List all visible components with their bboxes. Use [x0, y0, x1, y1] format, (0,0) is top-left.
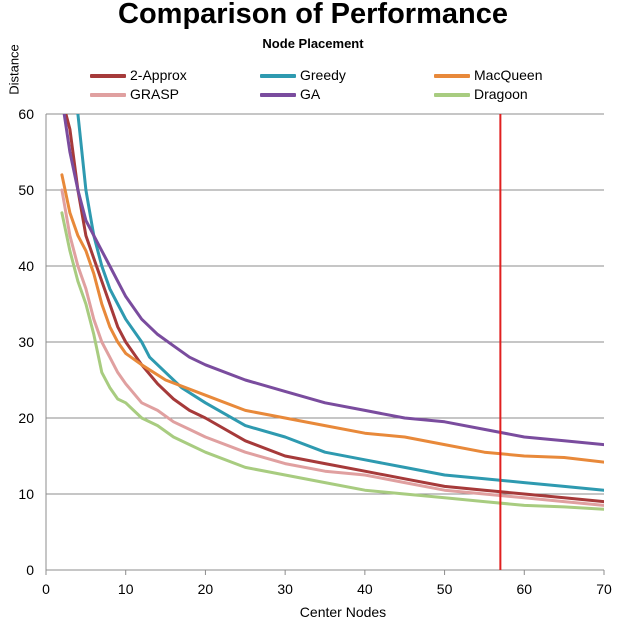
legend: 2-Approx Greedy MacQueen GRASP GA Dragoon	[90, 65, 610, 109]
chart-title: Comparison of Performance	[118, 0, 508, 30]
legend-swatch	[260, 93, 296, 98]
y-tick-label: 50	[18, 182, 34, 198]
series-line-2-approx	[64, 114, 604, 504]
legend-swatch	[260, 74, 296, 79]
series-line-greedy	[75, 114, 604, 492]
legend-swatch	[434, 93, 470, 98]
legend-label: Greedy	[300, 67, 346, 83]
legend-item: 2-Approx	[90, 65, 187, 85]
legend-label: GA	[300, 86, 321, 102]
y-tick-label: 40	[18, 258, 34, 274]
legend-label: GRASP	[130, 86, 180, 102]
series-line-ga	[62, 114, 604, 447]
y-tick-label: 60	[18, 106, 34, 122]
legend-swatch	[434, 74, 470, 79]
series-line-grasp	[60, 188, 604, 507]
legend-item: Dragoon	[434, 84, 528, 104]
legend-item: Greedy	[260, 65, 346, 85]
y-tick-label: 10	[18, 486, 34, 502]
series-line-macqueen	[60, 173, 604, 464]
y-axis-label: Distance	[6, 44, 22, 95]
x-tick-label: 40	[357, 581, 373, 597]
y-tick-label: 20	[18, 410, 34, 426]
x-axis-label: Center Nodes	[299, 604, 387, 620]
legend-swatch	[90, 93, 126, 98]
series-line-dragoon	[60, 211, 604, 511]
x-tick-label: 20	[198, 581, 214, 597]
y-tick-label: 30	[18, 334, 34, 350]
legend-swatch	[90, 74, 126, 79]
x-tick-label: 0	[42, 581, 50, 597]
y-tick-label: 0	[26, 562, 34, 578]
legend-label: MacQueen	[474, 67, 543, 83]
chart-subtitle: Node Placement	[262, 36, 364, 51]
legend-item: GRASP	[90, 84, 179, 104]
x-tick-label: 10	[118, 581, 134, 597]
legend-item: GA	[260, 84, 320, 104]
x-tick-label: 70	[596, 581, 612, 597]
x-tick-label: 50	[437, 581, 453, 597]
x-tick-label: 60	[516, 581, 532, 597]
legend-item: MacQueen	[434, 65, 542, 85]
x-tick-label: 30	[277, 581, 293, 597]
legend-label: 2-Approx	[130, 67, 187, 83]
legend-label: Dragoon	[474, 86, 528, 102]
